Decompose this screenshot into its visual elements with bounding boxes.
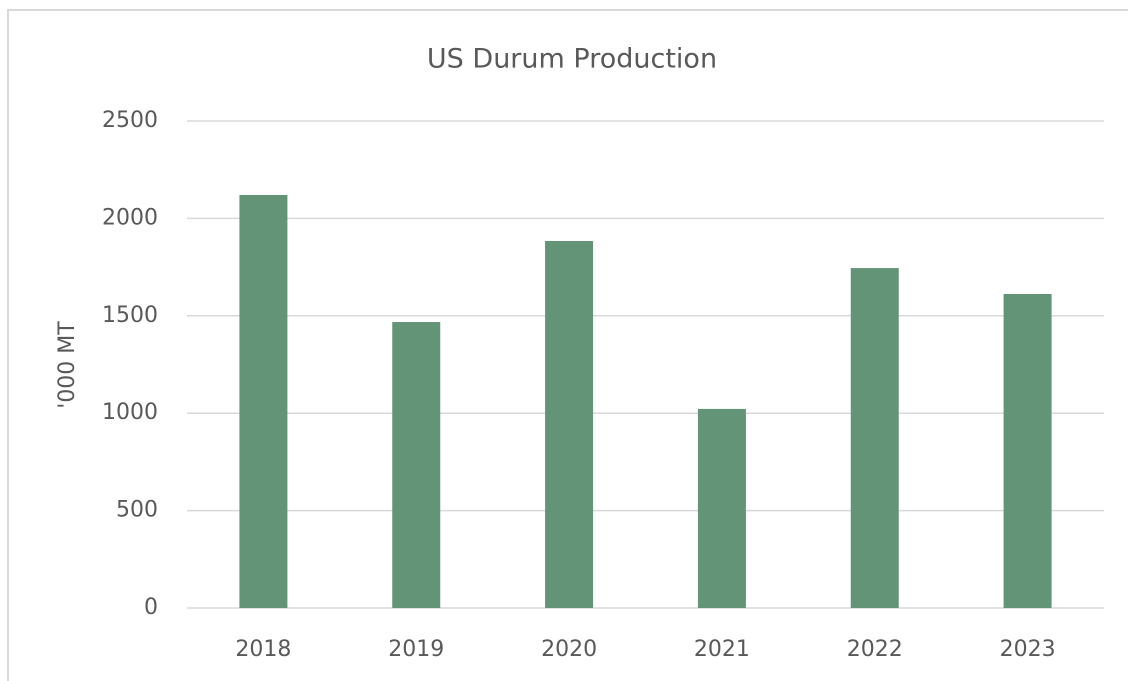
- y-tick-label: 1000: [102, 400, 158, 425]
- bar: [850, 268, 899, 608]
- x-tick-label: 2021: [694, 637, 750, 662]
- bar: [545, 240, 594, 608]
- x-tick-label: 2018: [235, 637, 291, 662]
- x-tick-label: 2020: [541, 637, 597, 662]
- y-tick-label: 2500: [102, 108, 158, 133]
- y-tick-label: 1500: [102, 303, 158, 328]
- bar: [392, 322, 441, 608]
- x-tick-label: 2023: [1000, 637, 1056, 662]
- x-tick-label: 2019: [388, 637, 444, 662]
- y-axis-label: '000 MT: [55, 321, 80, 409]
- bar: [697, 408, 746, 608]
- y-tick-label: 500: [116, 498, 158, 523]
- y-tick-label: 0: [144, 595, 158, 620]
- bar: [1003, 293, 1052, 608]
- y-tick-label: 2000: [102, 205, 158, 230]
- x-tick-label: 2022: [847, 637, 903, 662]
- chart-title: US Durum Production: [427, 44, 717, 75]
- bar: [239, 195, 288, 609]
